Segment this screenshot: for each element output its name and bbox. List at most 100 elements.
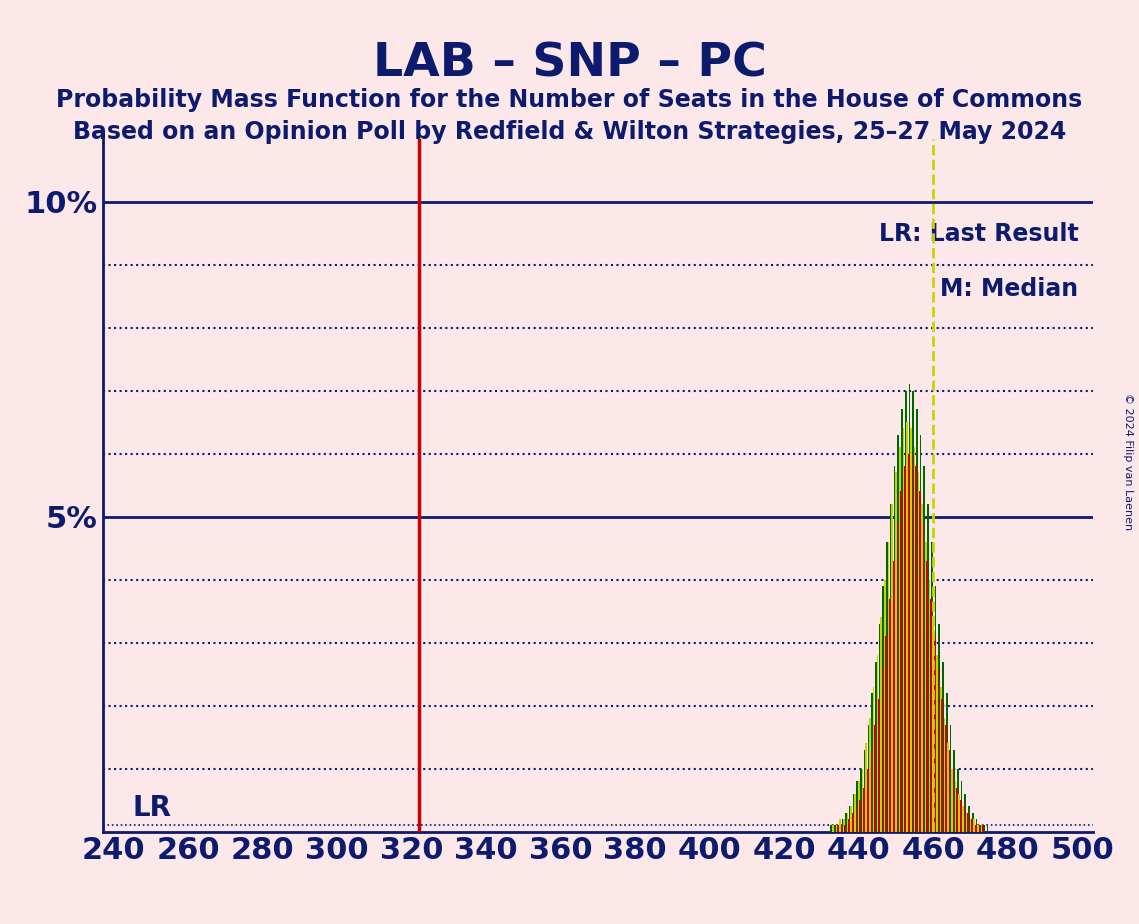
Bar bbox=[854, 794, 855, 832]
Bar bbox=[925, 541, 927, 832]
Bar bbox=[839, 819, 841, 832]
Bar bbox=[940, 687, 942, 832]
Bar bbox=[975, 825, 976, 832]
Bar bbox=[912, 391, 913, 832]
Bar bbox=[902, 429, 904, 832]
Bar bbox=[842, 819, 843, 832]
Bar bbox=[931, 541, 933, 832]
Bar bbox=[939, 624, 940, 832]
Bar bbox=[972, 819, 973, 832]
Bar bbox=[931, 599, 932, 832]
Bar bbox=[844, 825, 846, 832]
Bar bbox=[950, 724, 951, 832]
Bar bbox=[895, 472, 896, 832]
Bar bbox=[934, 637, 935, 832]
Bar bbox=[911, 454, 913, 832]
Bar bbox=[860, 769, 862, 832]
Bar bbox=[980, 825, 981, 832]
Bar bbox=[893, 561, 894, 832]
Bar bbox=[927, 504, 929, 832]
Bar bbox=[968, 807, 969, 832]
Bar bbox=[869, 718, 870, 832]
Bar bbox=[959, 794, 960, 832]
Text: LAB – SNP – PC: LAB – SNP – PC bbox=[372, 42, 767, 87]
Bar bbox=[965, 794, 966, 832]
Bar bbox=[954, 781, 957, 832]
Bar bbox=[964, 807, 966, 832]
Bar bbox=[884, 579, 886, 832]
Bar bbox=[861, 769, 863, 832]
Text: Probability Mass Function for the Number of Seats in the House of Commons: Probability Mass Function for the Number… bbox=[56, 88, 1083, 112]
Bar bbox=[858, 781, 860, 832]
Bar bbox=[921, 504, 923, 832]
Bar bbox=[962, 807, 964, 832]
Bar bbox=[896, 523, 899, 832]
Bar bbox=[910, 429, 911, 832]
Bar bbox=[853, 794, 854, 832]
Bar bbox=[857, 781, 858, 832]
Bar bbox=[846, 813, 849, 832]
Bar bbox=[953, 749, 954, 832]
Bar bbox=[908, 454, 910, 832]
Bar bbox=[838, 825, 839, 832]
Bar bbox=[919, 492, 920, 832]
Bar bbox=[890, 599, 891, 832]
Bar bbox=[883, 586, 884, 832]
Bar bbox=[834, 825, 836, 832]
Bar bbox=[948, 744, 949, 832]
Bar bbox=[860, 800, 861, 832]
Bar bbox=[837, 825, 838, 832]
Bar bbox=[885, 637, 887, 832]
Bar bbox=[841, 825, 843, 832]
Bar bbox=[982, 825, 984, 832]
Bar bbox=[882, 668, 884, 832]
Bar bbox=[870, 749, 872, 832]
Bar bbox=[913, 447, 916, 832]
Bar bbox=[974, 819, 975, 832]
Bar bbox=[879, 624, 880, 832]
Bar bbox=[909, 384, 910, 832]
Bar bbox=[937, 668, 940, 832]
Bar bbox=[831, 825, 834, 832]
Bar bbox=[941, 699, 943, 832]
Bar bbox=[892, 504, 893, 832]
Bar bbox=[977, 825, 978, 832]
Bar bbox=[890, 504, 892, 832]
Bar bbox=[957, 787, 958, 832]
Bar bbox=[900, 492, 902, 832]
Bar bbox=[972, 813, 974, 832]
Bar bbox=[933, 617, 934, 832]
Bar bbox=[918, 472, 919, 832]
Bar bbox=[863, 749, 866, 832]
Bar bbox=[868, 724, 869, 832]
Bar bbox=[924, 467, 925, 832]
Bar bbox=[849, 807, 851, 832]
Bar bbox=[872, 687, 875, 832]
Bar bbox=[916, 467, 917, 832]
Bar bbox=[920, 434, 921, 832]
Bar bbox=[945, 724, 947, 832]
Bar bbox=[951, 769, 952, 832]
Bar bbox=[887, 541, 890, 832]
Text: M: Median: M: Median bbox=[941, 277, 1079, 301]
Bar bbox=[851, 807, 852, 832]
Bar bbox=[957, 769, 959, 832]
Bar bbox=[845, 813, 847, 832]
Bar bbox=[877, 655, 878, 832]
Bar bbox=[967, 813, 969, 832]
Bar bbox=[966, 813, 968, 832]
Bar bbox=[981, 825, 983, 832]
Bar bbox=[880, 617, 882, 832]
Bar bbox=[904, 467, 906, 832]
Bar bbox=[978, 825, 981, 832]
Bar bbox=[898, 434, 899, 832]
Bar bbox=[875, 724, 876, 832]
Bar bbox=[866, 744, 867, 832]
Bar bbox=[943, 718, 945, 832]
Bar bbox=[923, 523, 925, 832]
Bar bbox=[960, 781, 962, 832]
Bar bbox=[894, 467, 895, 832]
Bar bbox=[863, 787, 865, 832]
Bar bbox=[976, 819, 977, 832]
Bar bbox=[899, 447, 901, 832]
